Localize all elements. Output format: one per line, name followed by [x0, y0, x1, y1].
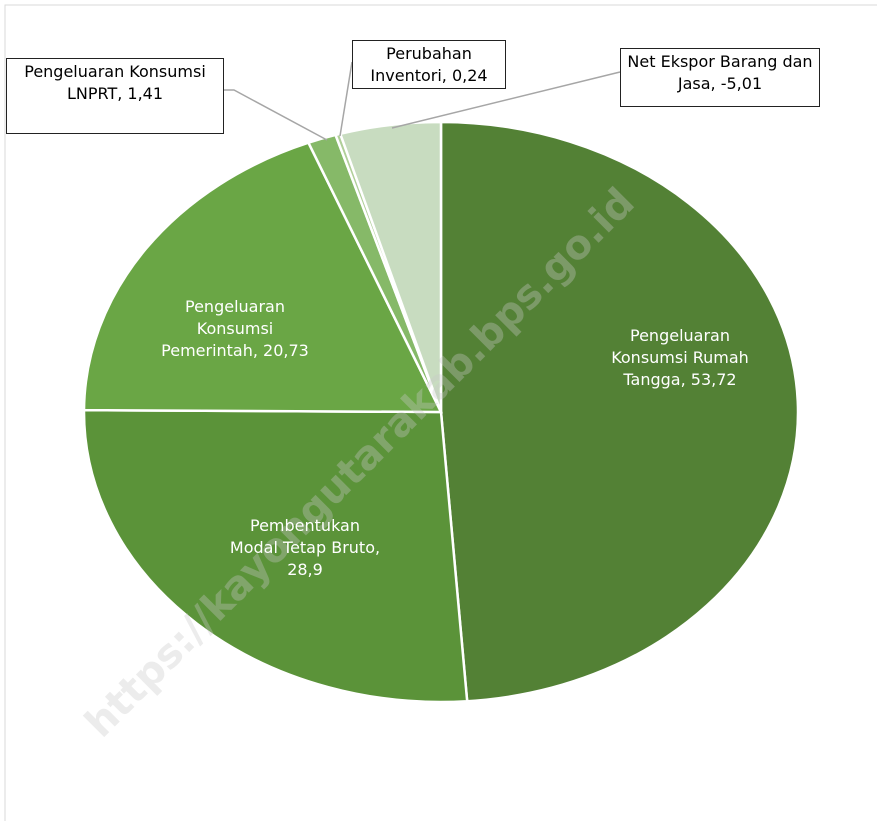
leader-line [391, 71, 621, 129]
pie-slice [82, 141, 444, 414]
data-label: Pembentukan Modal Tetap Bruto, 28,9 [229, 516, 381, 579]
data-label: Perubahan Inventori, 0,24 [352, 40, 506, 89]
pie-slice [439, 120, 800, 703]
leader-line [339, 61, 353, 137]
data-label: Net Ekspor Barang dan Jasa, -5,01 [620, 48, 820, 107]
data-label: Pengeluaran Konsumsi Pemerintah, 20,73 [161, 297, 309, 360]
chart-border [4, 4, 877, 821]
pie-slice [82, 408, 469, 704]
data-label: Pengeluaran Konsumsi LNPRT, 1,41 [6, 58, 224, 134]
data-label: Pengeluaran Konsumsi Rumah Tangga, 53,72 [611, 326, 749, 389]
leader-line [224, 89, 328, 141]
